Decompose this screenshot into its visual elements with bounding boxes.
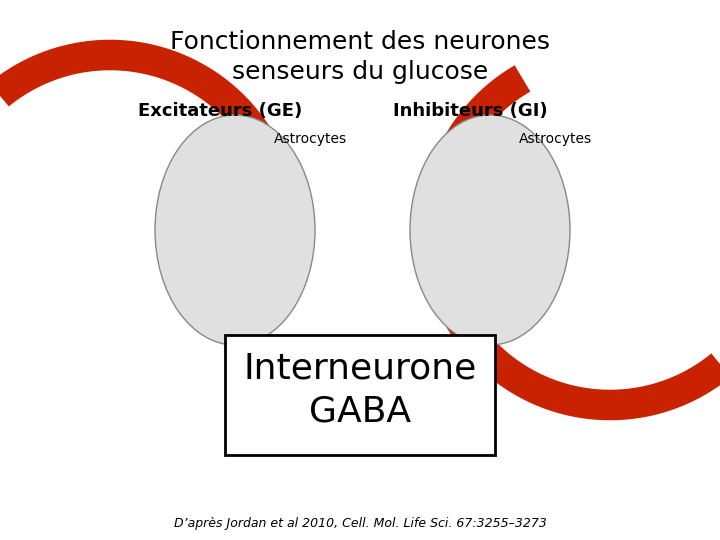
Text: Inhibiteurs (GI): Inhibiteurs (GI) — [392, 102, 547, 120]
FancyBboxPatch shape — [225, 335, 495, 455]
Text: Excitateurs (GE): Excitateurs (GE) — [138, 102, 302, 120]
Ellipse shape — [410, 115, 570, 345]
Text: Fonctionnement des neurones
senseurs du glucose: Fonctionnement des neurones senseurs du … — [170, 30, 550, 84]
Ellipse shape — [155, 115, 315, 345]
Text: Astrocytes: Astrocytes — [274, 132, 346, 146]
Text: Interneurone
GABA: Interneurone GABA — [243, 352, 477, 428]
Text: Astrocytes: Astrocytes — [518, 132, 592, 146]
Text: D’après Jordan et al 2010, Cell. Mol. Life Sci. 67:3255–3273: D’après Jordan et al 2010, Cell. Mol. Li… — [174, 517, 546, 530]
